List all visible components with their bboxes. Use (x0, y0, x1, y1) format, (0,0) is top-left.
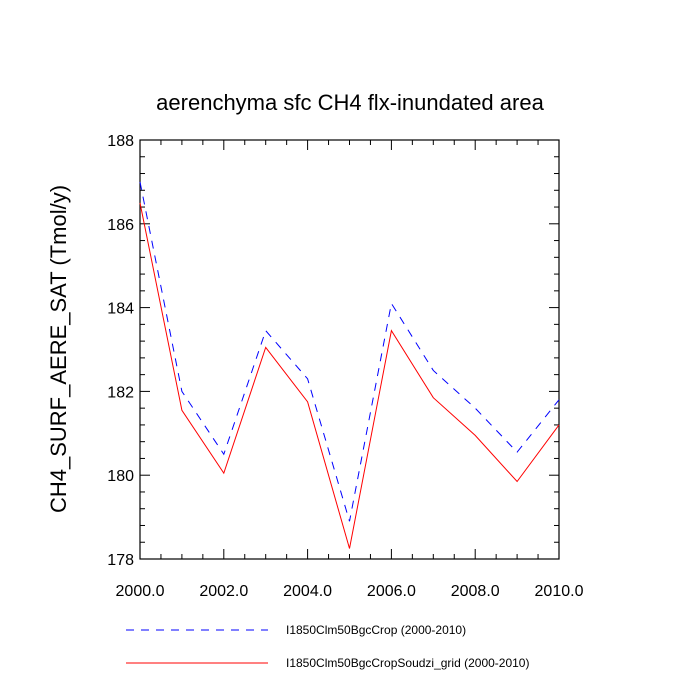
y-axis-label: CH4_SURF_AERE_SAT (Tmol/y) (46, 185, 71, 513)
chart-title: aerenchyma sfc CH4 flx-inundated area (156, 90, 544, 115)
x-tick-label: 2004.0 (283, 583, 332, 600)
x-tick-label: 2010.0 (535, 583, 584, 600)
y-tick-label: 178 (107, 552, 134, 569)
axis-ticks (139, 139, 560, 560)
y-tick-label: 188 (107, 133, 134, 150)
plot-frame (139, 139, 560, 560)
x-tick-label: 2000.0 (116, 583, 165, 600)
series-line-2 (139, 202, 560, 549)
y-tick-label: 182 (107, 384, 134, 401)
x-tick-label: 2002.0 (199, 583, 248, 600)
legend: I1850Clm50BgcCrop (2000-2010) I1850Clm50B… (126, 623, 529, 670)
x-tick-label: 2006.0 (367, 583, 416, 600)
legend-label-2: I1850Clm50BgcCropSoudzi_grid (2000-2010) (286, 656, 529, 670)
series-lines (139, 181, 560, 549)
y-tick-label: 180 (107, 468, 134, 485)
x-tick-label: 2008.0 (451, 583, 500, 600)
y-tick-label: 186 (107, 217, 134, 234)
y-tick-label: 184 (107, 301, 134, 318)
tick-labels: 2000.0 2002.0 2004.0 2006.0 2008.0 2010.0 178 1… (107, 133, 583, 600)
series-line-1 (139, 181, 560, 522)
legend-label-1: I1850Clm50BgcCrop (2000-2010) (286, 623, 466, 637)
